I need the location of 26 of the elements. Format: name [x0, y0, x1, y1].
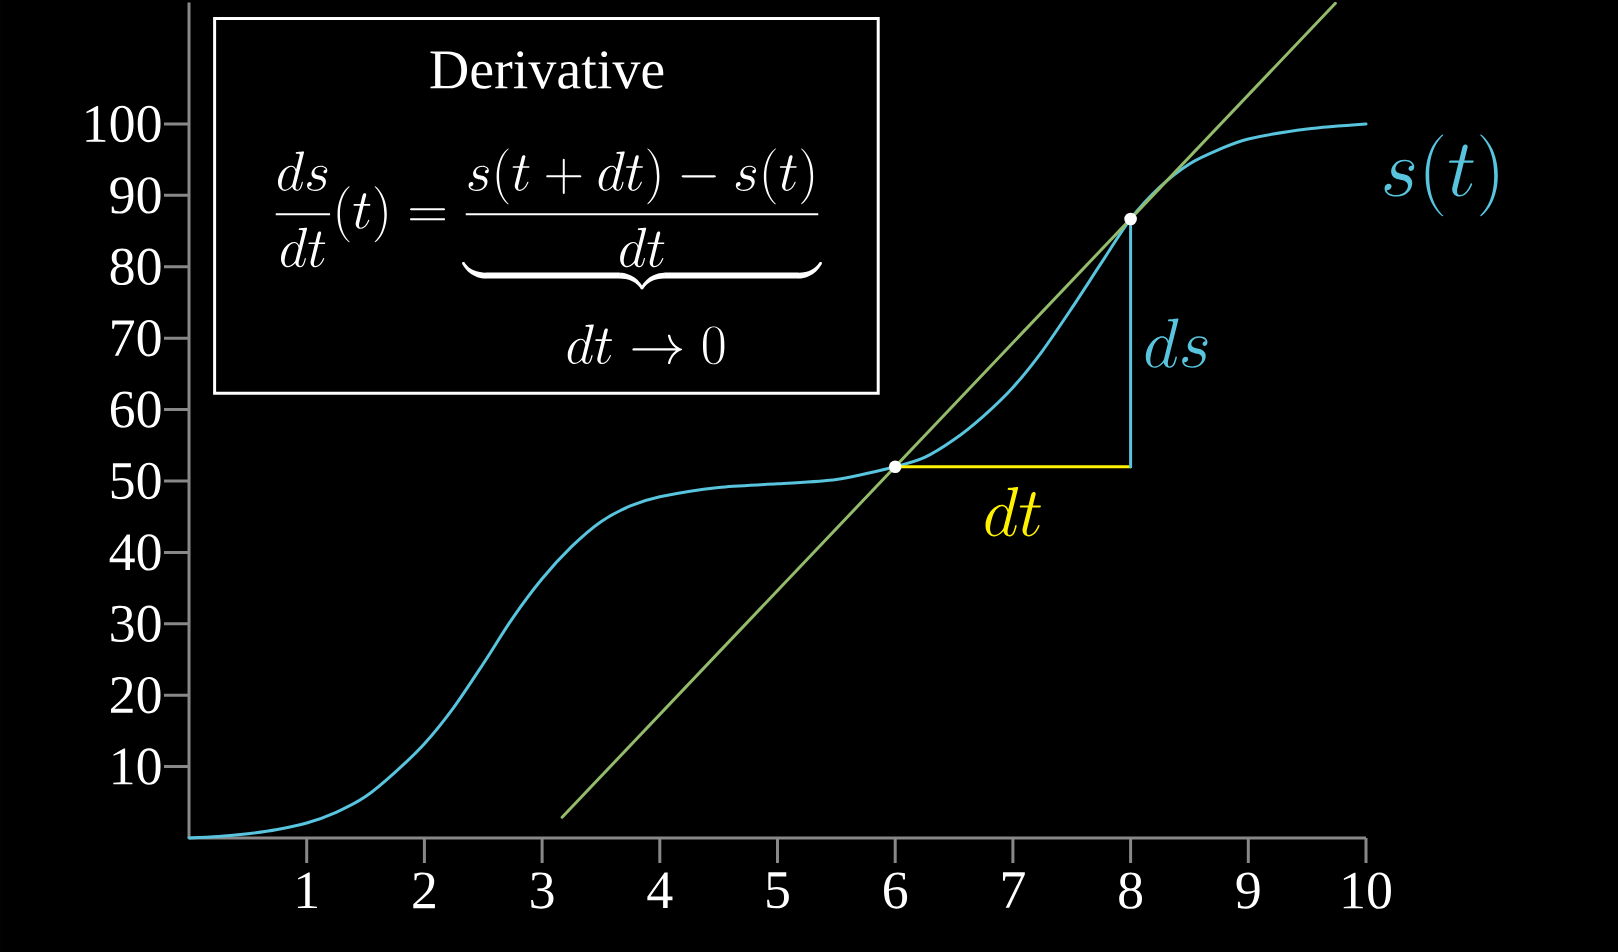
- x-tick-label: 5: [767, 872, 789, 909]
- x-tick-label: 2: [413, 872, 435, 909]
- x-tick-label: 10: [1343, 872, 1391, 909]
- y-tick-label: 70: [112, 319, 161, 357]
- y-tick-label: 10: [113, 748, 161, 785]
- annotation: $\frac{ds}{dt}(t) = \underbrace{\frac{s(t+dt)-s(t)}{dt}}$: [275, 148, 822, 290]
- x-tick-label: 3: [531, 872, 554, 909]
- series-label: $dt$: [985, 487, 1041, 537]
- y-tick-label: 90: [110, 177, 161, 214]
- y-tick-label: 50: [111, 462, 161, 500]
- x-tick-label: 6: [884, 872, 908, 909]
- x-tick-label: 1: [297, 872, 317, 909]
- annotation: $dt \to 0$: [567, 324, 725, 365]
- y-tick-label: 80: [110, 248, 161, 285]
- y-tick-label: 20: [110, 676, 161, 714]
- x-tick-label: 7: [1002, 872, 1025, 908]
- y-tick-label: 60: [110, 391, 161, 428]
- series-label: $ds$: [1145, 318, 1208, 368]
- text: Derivative: [430, 51, 664, 89]
- x-tick-label: 9: [1236, 872, 1260, 909]
- y-tick-label: 30: [111, 605, 161, 643]
- series-label: $s(t)$: [1384, 134, 1498, 217]
- y-tick-label: 100: [86, 105, 161, 143]
- x-tick-label: 8: [1119, 872, 1143, 909]
- x-tick-label: 4: [647, 872, 673, 908]
- y-tick-label: 40: [109, 534, 161, 571]
